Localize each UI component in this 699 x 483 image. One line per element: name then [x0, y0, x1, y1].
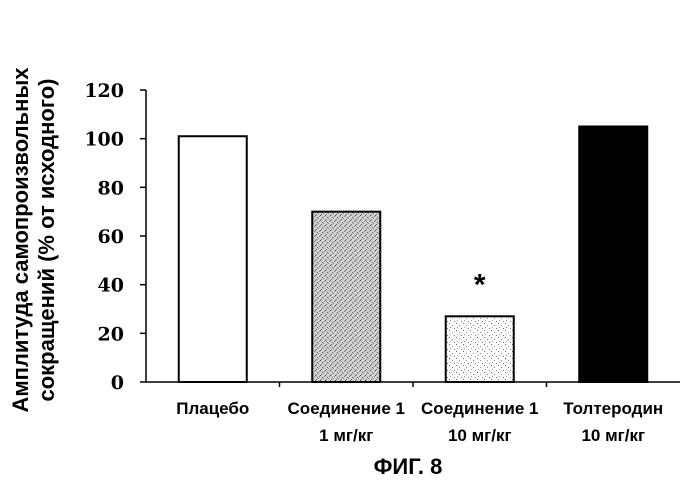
y-tick-label: 100 [84, 129, 124, 151]
y-tick-label: 120 [84, 80, 124, 102]
category-label: 10 мг/кг [581, 426, 645, 445]
category-label: Соединение 1 [421, 399, 538, 418]
y-tick-label: 20 [98, 323, 124, 345]
category-label: 1 мг/кг [319, 426, 373, 445]
category-label: Соединение 1 [288, 399, 405, 418]
y-axis-label-line-1: Амплитуда самопроизвольных [8, 67, 33, 413]
y-axis-label: Амплитуда самопроизвольных сокращений (%… [8, 67, 59, 413]
category-labels: Плацебо Соединение 1 1 мг/кг Соединение 1 10… [176, 399, 663, 445]
significance-marker: * [474, 268, 486, 301]
category-label: 10 мг/кг [448, 426, 512, 445]
bar [312, 212, 380, 382]
bars [179, 127, 648, 383]
bar [446, 316, 514, 382]
category-label: Плацебо [176, 399, 249, 418]
y-ticks: 0 20 40 60 80 100 120 [84, 80, 146, 394]
figure-caption: ФИГ. 8 [374, 454, 443, 479]
y-tick-label: 40 [98, 275, 124, 297]
bar [179, 136, 247, 382]
y-tick-label: 60 [98, 226, 124, 248]
category-label: Толтеродин [563, 399, 663, 418]
y-tick-label: 80 [98, 177, 124, 199]
y-axis-label-line-2: сокращений (% от исходного) [34, 78, 59, 401]
annotations: * [474, 268, 486, 301]
bar [579, 127, 647, 383]
y-tick-label: 0 [111, 372, 124, 394]
